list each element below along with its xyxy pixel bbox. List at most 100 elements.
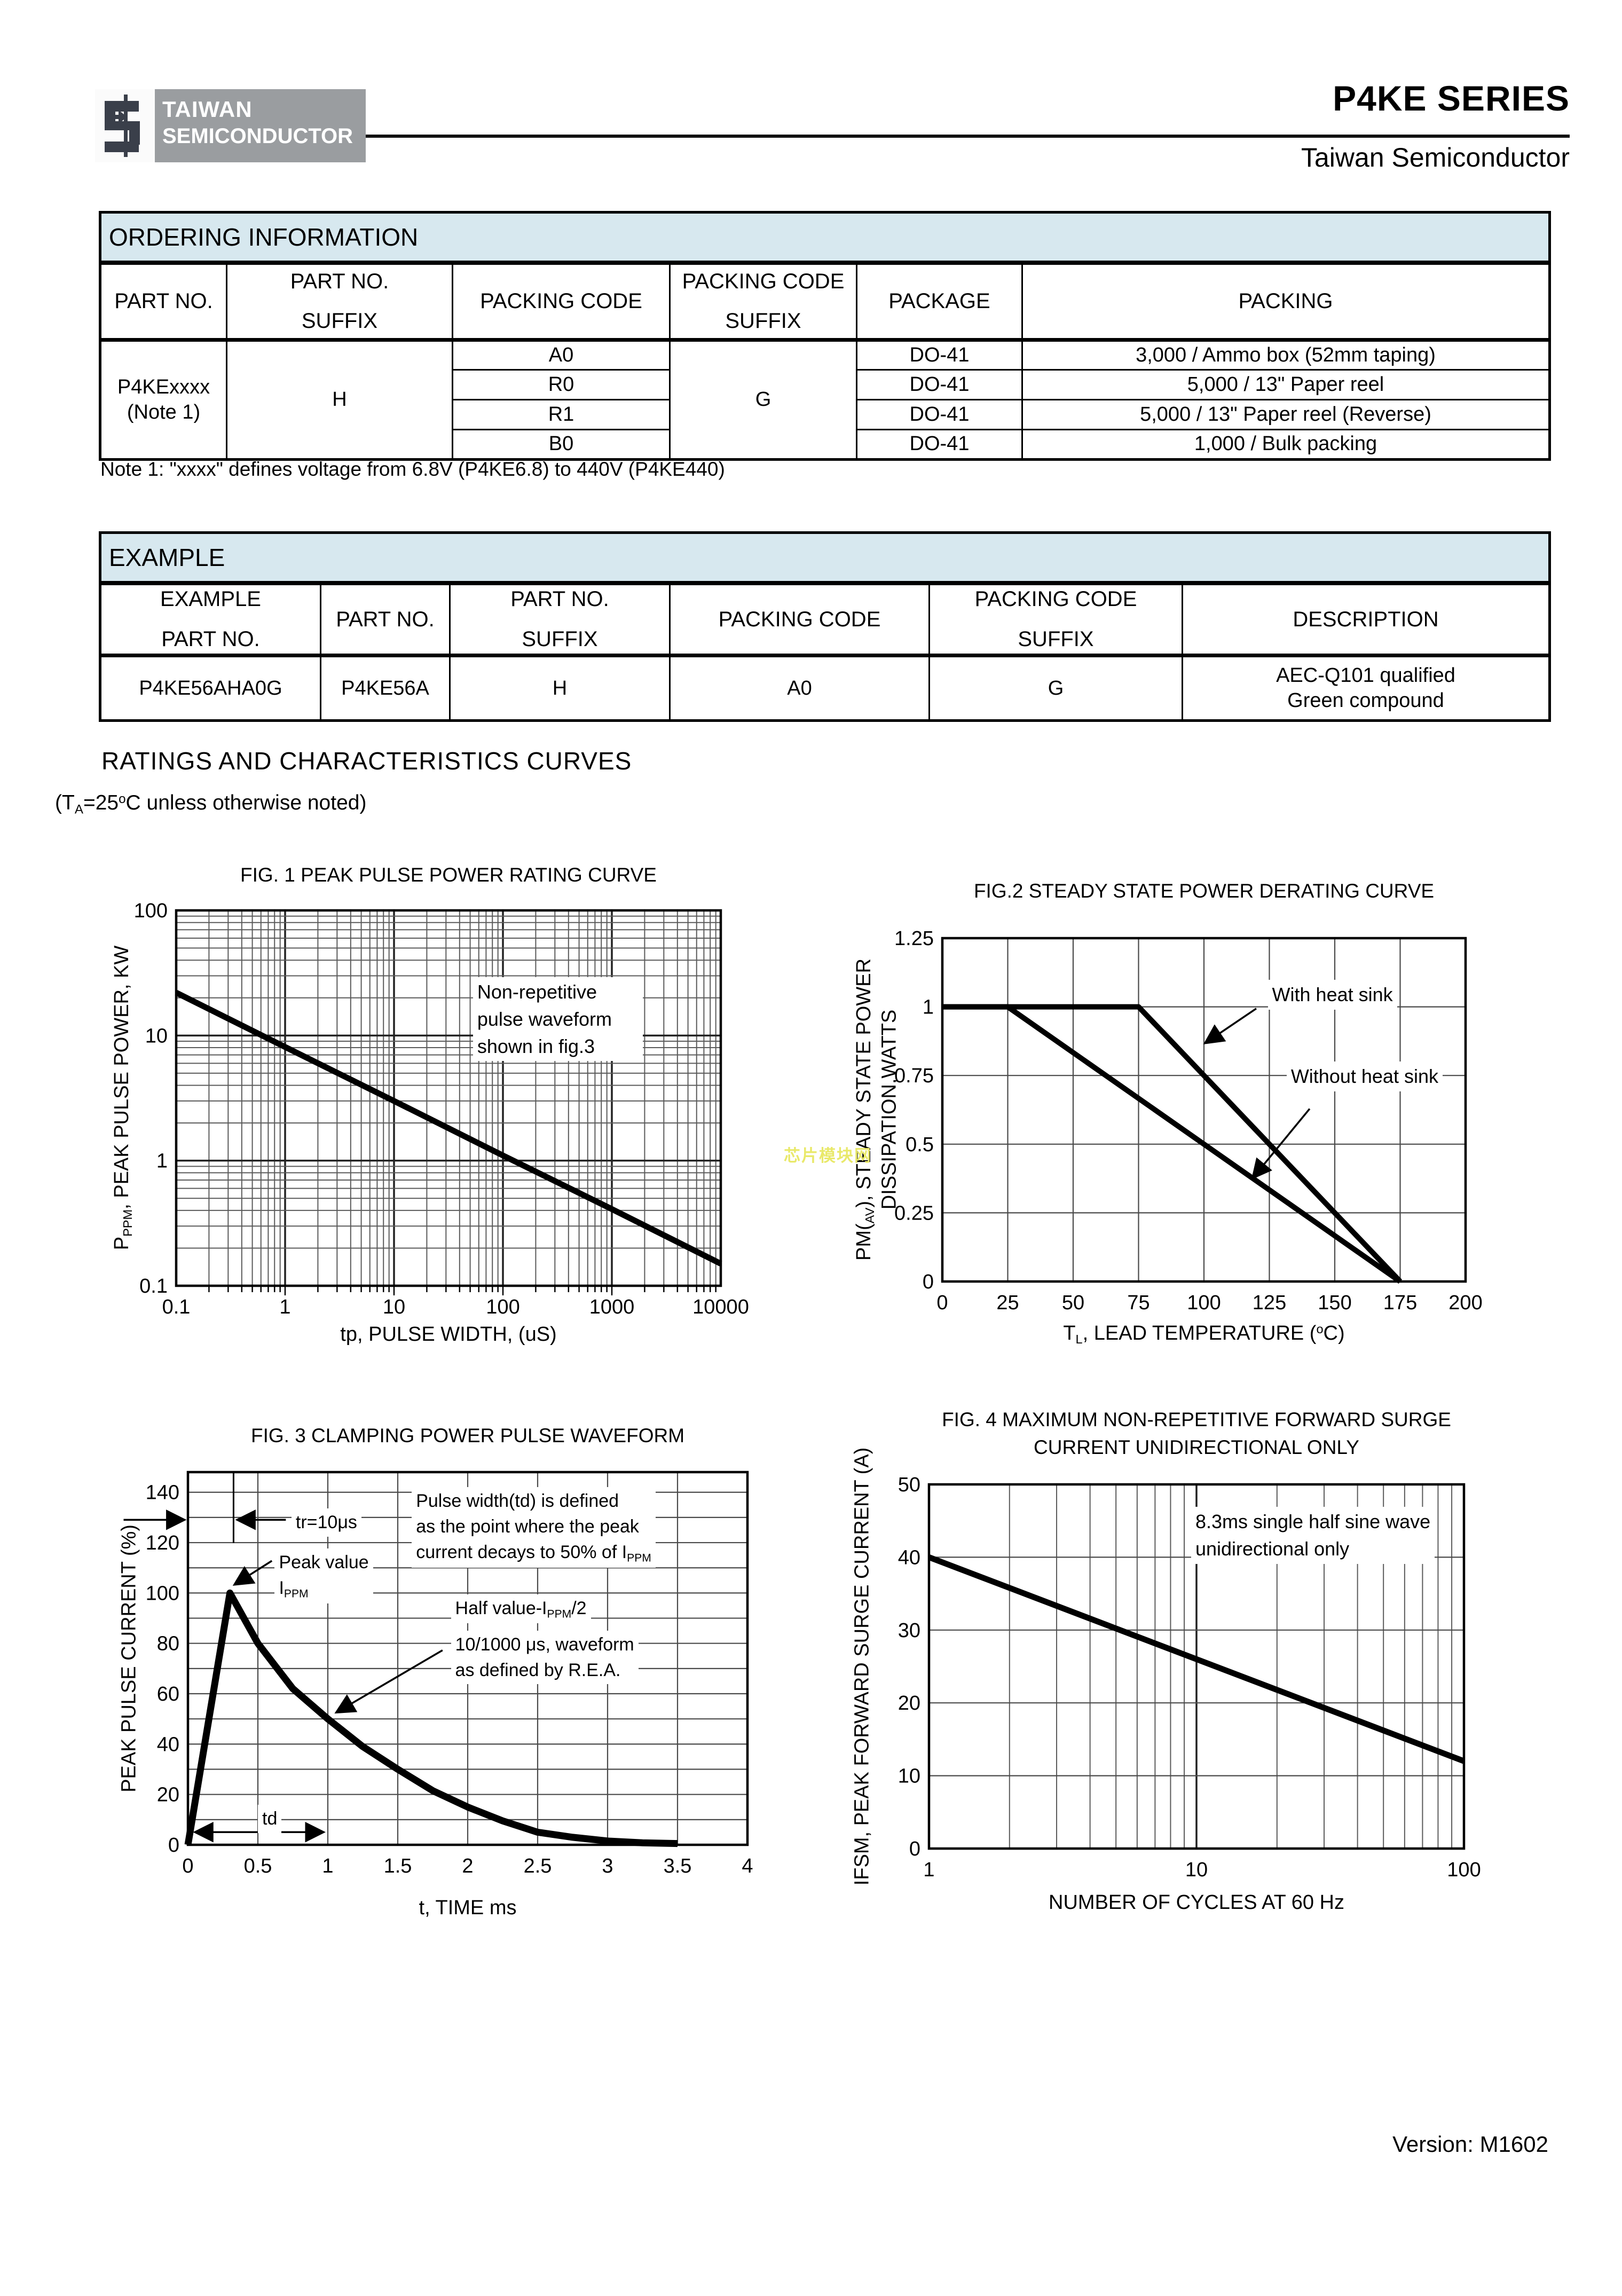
y-tick-label: 0.75 (894, 1065, 934, 1087)
fig4-x-axis-label: NUMBER OF CYCLES AT 60 Hz (1049, 1891, 1344, 1914)
col-header-packing-code: PACKING CODE (669, 582, 930, 657)
packing-code-cell: A0 (669, 654, 930, 721)
x-tick-label: 175 (1383, 1292, 1417, 1314)
x-tick-label: 2.5 (524, 1855, 552, 1877)
x-tick-label: 100 (1447, 1859, 1481, 1881)
x-tick-label: 1 (322, 1855, 333, 1877)
y-tick-label: 0 (909, 1838, 920, 1860)
col-header-packing-code: PACKING CODE (452, 262, 671, 342)
y-tick-label: 60 (157, 1683, 179, 1705)
y-tick-label: 10 (898, 1765, 920, 1788)
ordering-title: ORDERING INFORMATION (99, 211, 1551, 265)
packing-cell: 1,000 / Bulk packing (1021, 428, 1550, 460)
fig1-y-axis-label: PPPM, PEAK PULSE POWER, KW (110, 945, 135, 1251)
fig3-half-value-label: Half value-IPPM/2 (451, 1594, 591, 1624)
site-watermark: 芯片模块网 (784, 1146, 872, 1165)
col-header-example-part-no: EXAMPLE PART NO. (99, 582, 321, 657)
x-tick-label: 150 (1318, 1292, 1351, 1314)
y-tick-label: 1.25 (894, 927, 934, 950)
x-tick-label: 75 (1127, 1292, 1149, 1314)
x-tick-label: 1.5 (384, 1855, 412, 1877)
company-name: Taiwan Semiconductor (1301, 143, 1570, 172)
y-tick-label: 0.5 (906, 1134, 934, 1156)
fig3-title: FIG. 3 CLAMPING POWER PULSE WAVEFORM (250, 1425, 685, 1446)
fig3-td-label: td (258, 1805, 282, 1833)
packing-suffix-cell: G (928, 654, 1183, 721)
fig4-surge-current-chart: 1 10 100 0 10 20 30 40 50 FIG. 4 MAXIMUM NON-REPE… (833, 1404, 1591, 1938)
fig4-y-axis-label: IFSM, PEAK FORWARD SURGE CURRENT (A) (851, 1447, 873, 1886)
test-condition: (TA=25oC unless otherwise noted) (55, 791, 367, 817)
col-header-part-no: PART NO. (99, 262, 227, 342)
package-cell: DO-41 (856, 339, 1023, 371)
y-tick-label: 20 (898, 1692, 920, 1715)
data-line-without-heat-sink (942, 1004, 1402, 1284)
x-tick-label: 1 (279, 1296, 290, 1318)
col-header-part-no: PART NO. (320, 582, 451, 657)
fig3-rea-note: 10/1000 μs, waveform as defined by R.E.A. (451, 1630, 639, 1685)
x-tick-label: 0 (182, 1855, 193, 1877)
fig4-canvas: 1 10 100 0 10 20 30 40 50 (898, 1474, 1481, 1881)
fig1-x-axis-label: tp, PULSE WIDTH, (uS) (340, 1323, 557, 1346)
y-tick-label: 0.25 (894, 1202, 934, 1224)
suffix-cell: H (449, 654, 671, 721)
x-tick-label: 200 (1448, 1292, 1482, 1314)
fig3-tr-label: tr=10μs (291, 1508, 361, 1537)
x-tick-label: 125 (1253, 1292, 1286, 1314)
annotation-arrow (232, 1560, 273, 1586)
fig2-y-axis-label: PM(AV), STEADY STATE POWER (852, 958, 877, 1261)
table-row: P4KExxxx (Note 1) H A0 G DO-41 3,000 / Am… (99, 339, 1550, 460)
fig2-canvas: 0 25 50 75 100 125 150 175 200 0 0.25 0.5 0.75 1 1.25 (894, 927, 1483, 1314)
y-tick-label: 0 (168, 1834, 179, 1857)
fig3-pulse-waveform-chart: 0 0.5 1 1.5 2 2.5 3 3.5 4 0 20 40 60 80 100 120 140 FIG. … (96, 1415, 817, 1944)
y-tick-label: 0 (923, 1271, 934, 1293)
packing-cell: 3,000 / Ammo box (52mm taping) (1021, 339, 1550, 371)
packing-code-cell: R0 (452, 368, 671, 400)
fig3-y-axis-label: PEAK PULSE CURRENT (%) (117, 1524, 140, 1792)
taiwan-semiconductor-logo: TAIWAN SEMICONDUCTOR (95, 89, 366, 162)
example-part-no-cell: P4KE56AHA0G (99, 654, 321, 721)
packing-code-cell: A0 (452, 339, 671, 371)
fig2-x-axis-label: TL, LEAD TEMPERATURE (oC) (1063, 1322, 1345, 1347)
x-tick-label: 10 (1185, 1859, 1208, 1881)
package-cell: DO-41 (856, 428, 1023, 460)
x-tick-label: 100 (486, 1296, 519, 1318)
packing-cell: 5,000 / 13" Paper reel (Reverse) (1021, 398, 1550, 430)
fig3-x-axis-label: t, TIME ms (419, 1897, 517, 1919)
x-tick-label: 10000 (692, 1296, 749, 1318)
ordering-information-table: ORDERING INFORMATION PART NO. PART NO. SU… (99, 211, 1551, 461)
x-tick-label: 50 (1062, 1292, 1084, 1314)
logo-glyph-area (95, 89, 155, 162)
y-tick-label: 1 (156, 1150, 168, 1173)
y-tick-label: 100 (146, 1582, 179, 1605)
logo-line2: SEMICONDUCTOR (162, 124, 353, 148)
col-header-package: PACKAGE (856, 262, 1023, 342)
fig1-canvas: 0.1 1 10 100 1000 10000 100 10 1 0.1 (134, 900, 749, 1318)
y-tick-label: 50 (898, 1474, 920, 1496)
fig4-title: FIG. 4 MAXIMUM NON-REPETITIVE FORWARD SU… (942, 1409, 1451, 1430)
col-header-packing-code-suffix: PACKING CODE SUFFIX (928, 582, 1183, 657)
packing-code-cell: R1 (452, 398, 671, 430)
x-tick-label: 1000 (589, 1296, 635, 1318)
header-rule (366, 135, 1570, 138)
fig2-power-derating-chart: 0 25 50 75 100 125 150 175 200 0 0.25 0.5 0.75 1 1.25 F… (833, 870, 1591, 1383)
ts-monogram-icon (105, 95, 140, 157)
y-tick-label: 10 (145, 1025, 168, 1047)
y-tick-label: 100 (134, 900, 168, 922)
x-tick-label: 3 (602, 1855, 613, 1877)
y-tick-label: 140 (146, 1482, 179, 1504)
x-tick-label: 10 (383, 1296, 405, 1318)
logo-line1: TAIWAN (162, 97, 253, 122)
annotation-arrow (334, 1649, 443, 1714)
x-tick-label: 1 (923, 1859, 934, 1881)
data-line-clamping-pulse-waveform (184, 1589, 678, 1847)
ordering-note: Note 1: "xxxx" defines voltage from 6.8V… (100, 458, 725, 480)
example-table: EXAMPLE EXAMPLE PART NO. PART NO. PART NO… (99, 531, 1551, 722)
fig2-y-axis-label: DISSIPATION,WATTS (878, 1009, 901, 1210)
part-no-cell: P4KExxxx (Note 1) (99, 339, 227, 460)
x-tick-label: 3.5 (664, 1855, 692, 1877)
example-title: EXAMPLE (99, 531, 1551, 586)
y-tick-label: 1 (923, 996, 934, 1019)
table-row: B0 DO-41 1,000 / Bulk packing (100, 428, 1550, 460)
table-row: R0 DO-41 5,000 / 13" Paper reel (100, 368, 1550, 400)
y-tick-label: 20 (157, 1784, 179, 1806)
